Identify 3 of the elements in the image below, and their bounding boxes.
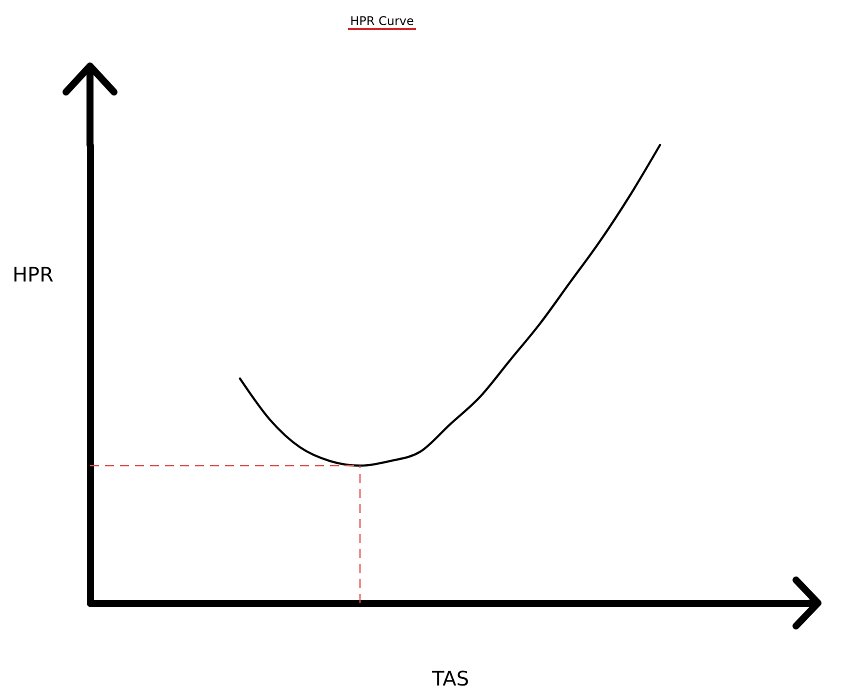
- chart-title: HPR Curve: [348, 14, 416, 30]
- x-axis-title: TAS: [430, 666, 470, 690]
- y-axis-title: HPR: [12, 262, 54, 286]
